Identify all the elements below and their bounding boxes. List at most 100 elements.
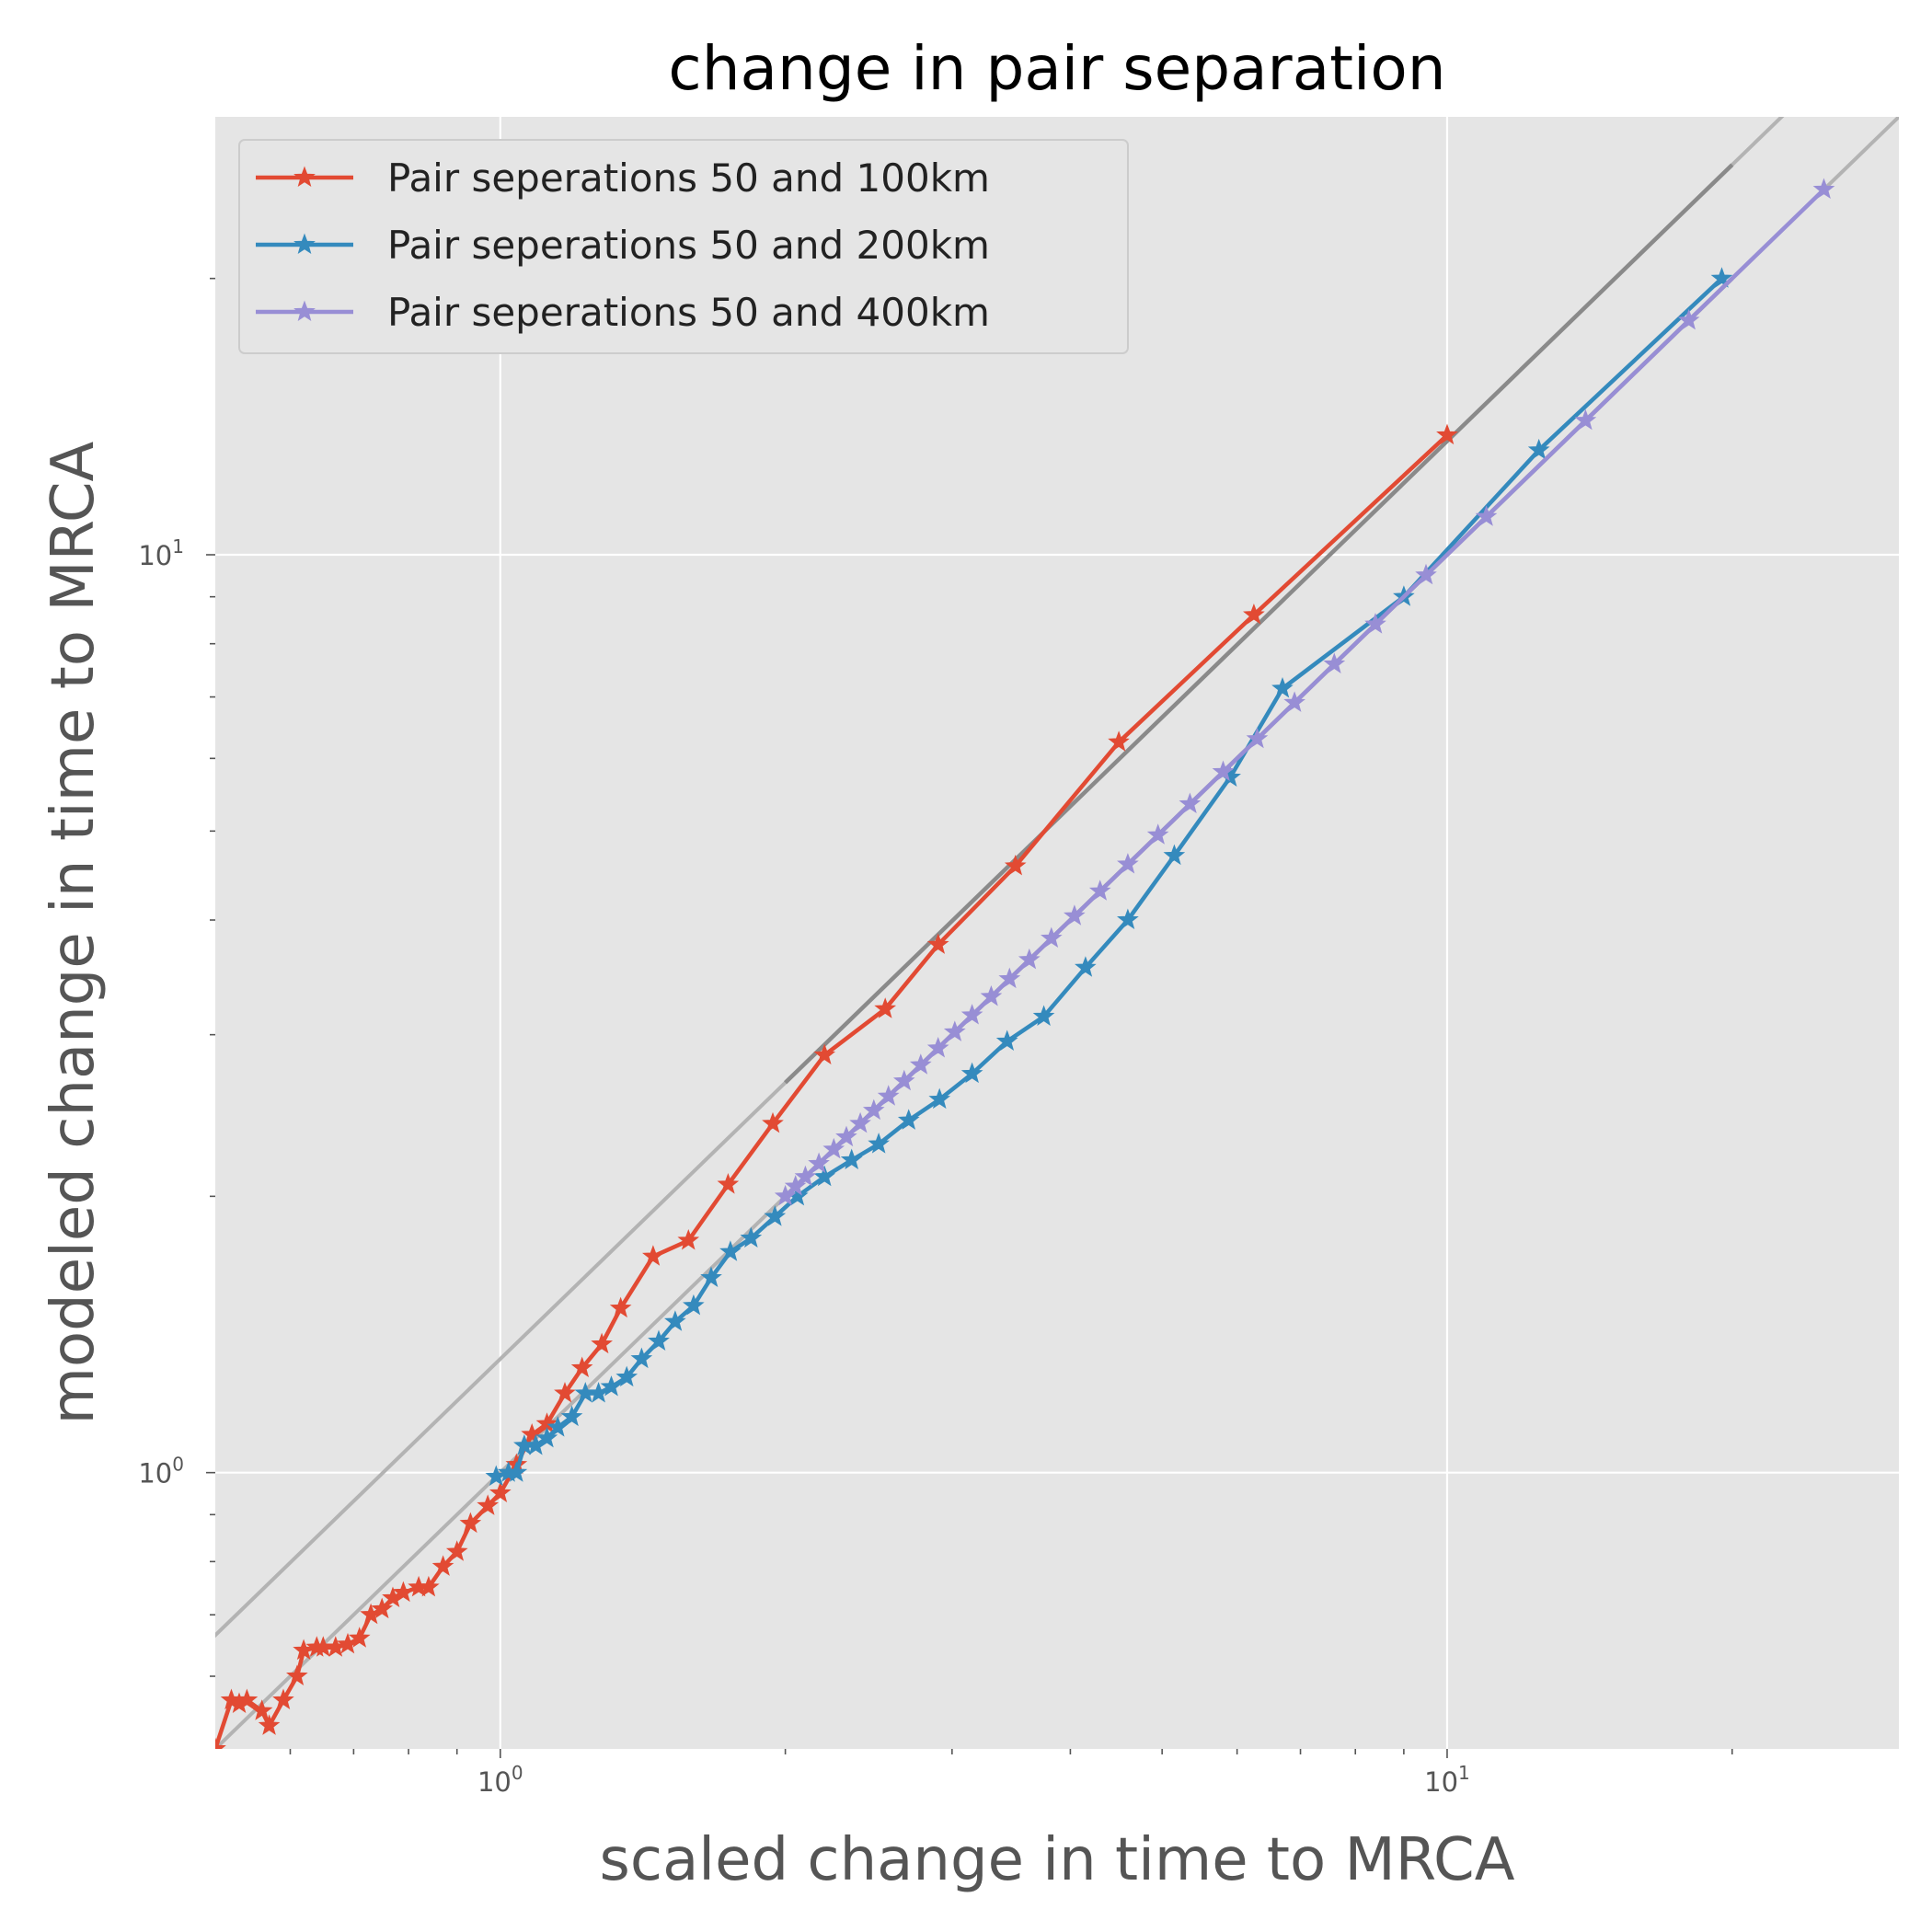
legend: Pair seperations 50 and 100km Pair sepera… — [238, 139, 1129, 354]
series-0-point-26 — [521, 1422, 544, 1444]
series-2-point-31 — [1677, 308, 1700, 330]
x-axis-label: scaled change in time to MRCA — [600, 1826, 1515, 1894]
series-2-point-14 — [980, 984, 1003, 1006]
series-2-point-4 — [822, 1137, 845, 1159]
series-0-point-13 — [348, 1627, 371, 1648]
series-2-point-29 — [1475, 505, 1498, 526]
reference-line-dark-1 — [784, 163, 1734, 1085]
series-1-point-19 — [764, 1205, 787, 1226]
series-1-point-28 — [1032, 1005, 1055, 1026]
series-0-point-4 — [250, 1699, 273, 1720]
x-tick-label-0: 100 — [477, 1762, 523, 1798]
series-2-point-28 — [1415, 563, 1437, 585]
legend-marker-0 — [293, 166, 316, 188]
legend-label-2: Pair seperations 50 and 400km — [387, 290, 990, 335]
series-1-point-13 — [648, 1329, 670, 1351]
series-2-point-26 — [1323, 652, 1346, 673]
series-1-point-5 — [535, 1426, 558, 1448]
series-1-point-35 — [1527, 438, 1550, 460]
y-tick-label-1: 101 — [138, 535, 184, 571]
series-0-point-22 — [459, 1512, 482, 1534]
legend-label-1: Pair seperations 50 and 200km — [387, 223, 990, 268]
series-2-point-30 — [1574, 408, 1597, 431]
series-0-point-24 — [489, 1481, 512, 1502]
series-1-point-29 — [1075, 956, 1097, 977]
series-0-point-37 — [874, 997, 897, 1018]
series-1-point-24 — [897, 1109, 920, 1130]
series-0-point-23 — [477, 1494, 500, 1515]
series-1-point-6 — [546, 1416, 569, 1437]
series-0-point-32 — [642, 1245, 664, 1266]
series-2-point-15 — [998, 967, 1021, 989]
series-2-point-6 — [849, 1111, 871, 1133]
series-1-point-21 — [813, 1165, 836, 1187]
series-2-point-5 — [835, 1125, 857, 1147]
series-0-point-28 — [554, 1382, 576, 1403]
y-tick-label-0: 100 — [138, 1454, 184, 1489]
series-0-point-19 — [418, 1575, 440, 1597]
series-0-point-36 — [813, 1043, 836, 1064]
series-0-point-15 — [371, 1597, 394, 1619]
series-1-point-26 — [960, 1062, 983, 1084]
x-tick-label-1: 101 — [1424, 1762, 1470, 1798]
series-0-point-42 — [1436, 423, 1458, 445]
series-0-point-17 — [392, 1581, 415, 1603]
series-1-point-17 — [719, 1240, 742, 1261]
series-2-point-9 — [892, 1069, 915, 1091]
axis-ticks — [206, 277, 1733, 1758]
legend-label-0: Pair seperations 50 and 100km — [387, 155, 990, 201]
series-0-point-20 — [431, 1555, 454, 1576]
series-0-point-41 — [1243, 603, 1265, 625]
series-1-point-2 — [505, 1461, 528, 1482]
series-0-point-0 — [215, 1737, 226, 1749]
series-1-point-25 — [928, 1087, 951, 1110]
series-2-point-17 — [1041, 926, 1063, 949]
series-2-point-21 — [1146, 823, 1169, 845]
series-1-point-11 — [615, 1365, 638, 1387]
series-0-point-5 — [258, 1714, 281, 1735]
legend-marker-2 — [293, 300, 316, 322]
series-layer — [215, 178, 1835, 1749]
series-0-point-30 — [591, 1332, 613, 1354]
series-2-point-25 — [1283, 691, 1305, 712]
series-2-point-12 — [943, 1020, 966, 1041]
series-0-point-33 — [677, 1228, 700, 1250]
series-1-point-12 — [630, 1347, 653, 1369]
series-0-point-40 — [1108, 730, 1130, 752]
series-2-point-3 — [808, 1152, 830, 1174]
y-axis-label: modeled change in time to MRCA — [40, 441, 108, 1424]
series-0-point-34 — [717, 1173, 740, 1194]
series-1-point-36 — [1710, 267, 1733, 288]
chart-title: change in pair separation — [668, 33, 1445, 104]
series-2-point-13 — [960, 1004, 983, 1025]
series-2-point-11 — [926, 1036, 949, 1058]
series-2-point-22 — [1179, 792, 1202, 814]
series-1-point-9 — [587, 1382, 610, 1403]
series-2-point-19 — [1088, 880, 1111, 901]
tick-labels: 100 101 100 101 — [138, 535, 1469, 1798]
series-2-point-27 — [1364, 613, 1386, 634]
series-0-point-35 — [762, 1111, 784, 1133]
series-1-point-30 — [1117, 908, 1139, 930]
series-1-point-10 — [600, 1375, 623, 1397]
series-0-point-31 — [609, 1296, 632, 1318]
series-1-point-31 — [1163, 844, 1186, 866]
series-1-point-33 — [1271, 676, 1294, 698]
legend-box — [238, 139, 1129, 354]
series-0-point-6 — [272, 1688, 294, 1710]
series-2-point-24 — [1246, 727, 1269, 749]
series-2-point-2 — [794, 1165, 817, 1187]
series-2-point-32 — [1812, 178, 1835, 200]
series-2-point-7 — [862, 1098, 885, 1121]
series-0-point-7 — [286, 1664, 308, 1686]
series-2-point-18 — [1064, 904, 1086, 926]
series-1-point-27 — [995, 1029, 1018, 1051]
series-2-point-16 — [1018, 948, 1041, 970]
series-2-point-10 — [909, 1053, 932, 1075]
series-1-point-7 — [560, 1405, 583, 1427]
series-1-point-15 — [683, 1294, 705, 1316]
series-0-point-21 — [445, 1540, 468, 1561]
series-1-point-16 — [700, 1266, 722, 1288]
series-0-point-3 — [236, 1688, 259, 1710]
